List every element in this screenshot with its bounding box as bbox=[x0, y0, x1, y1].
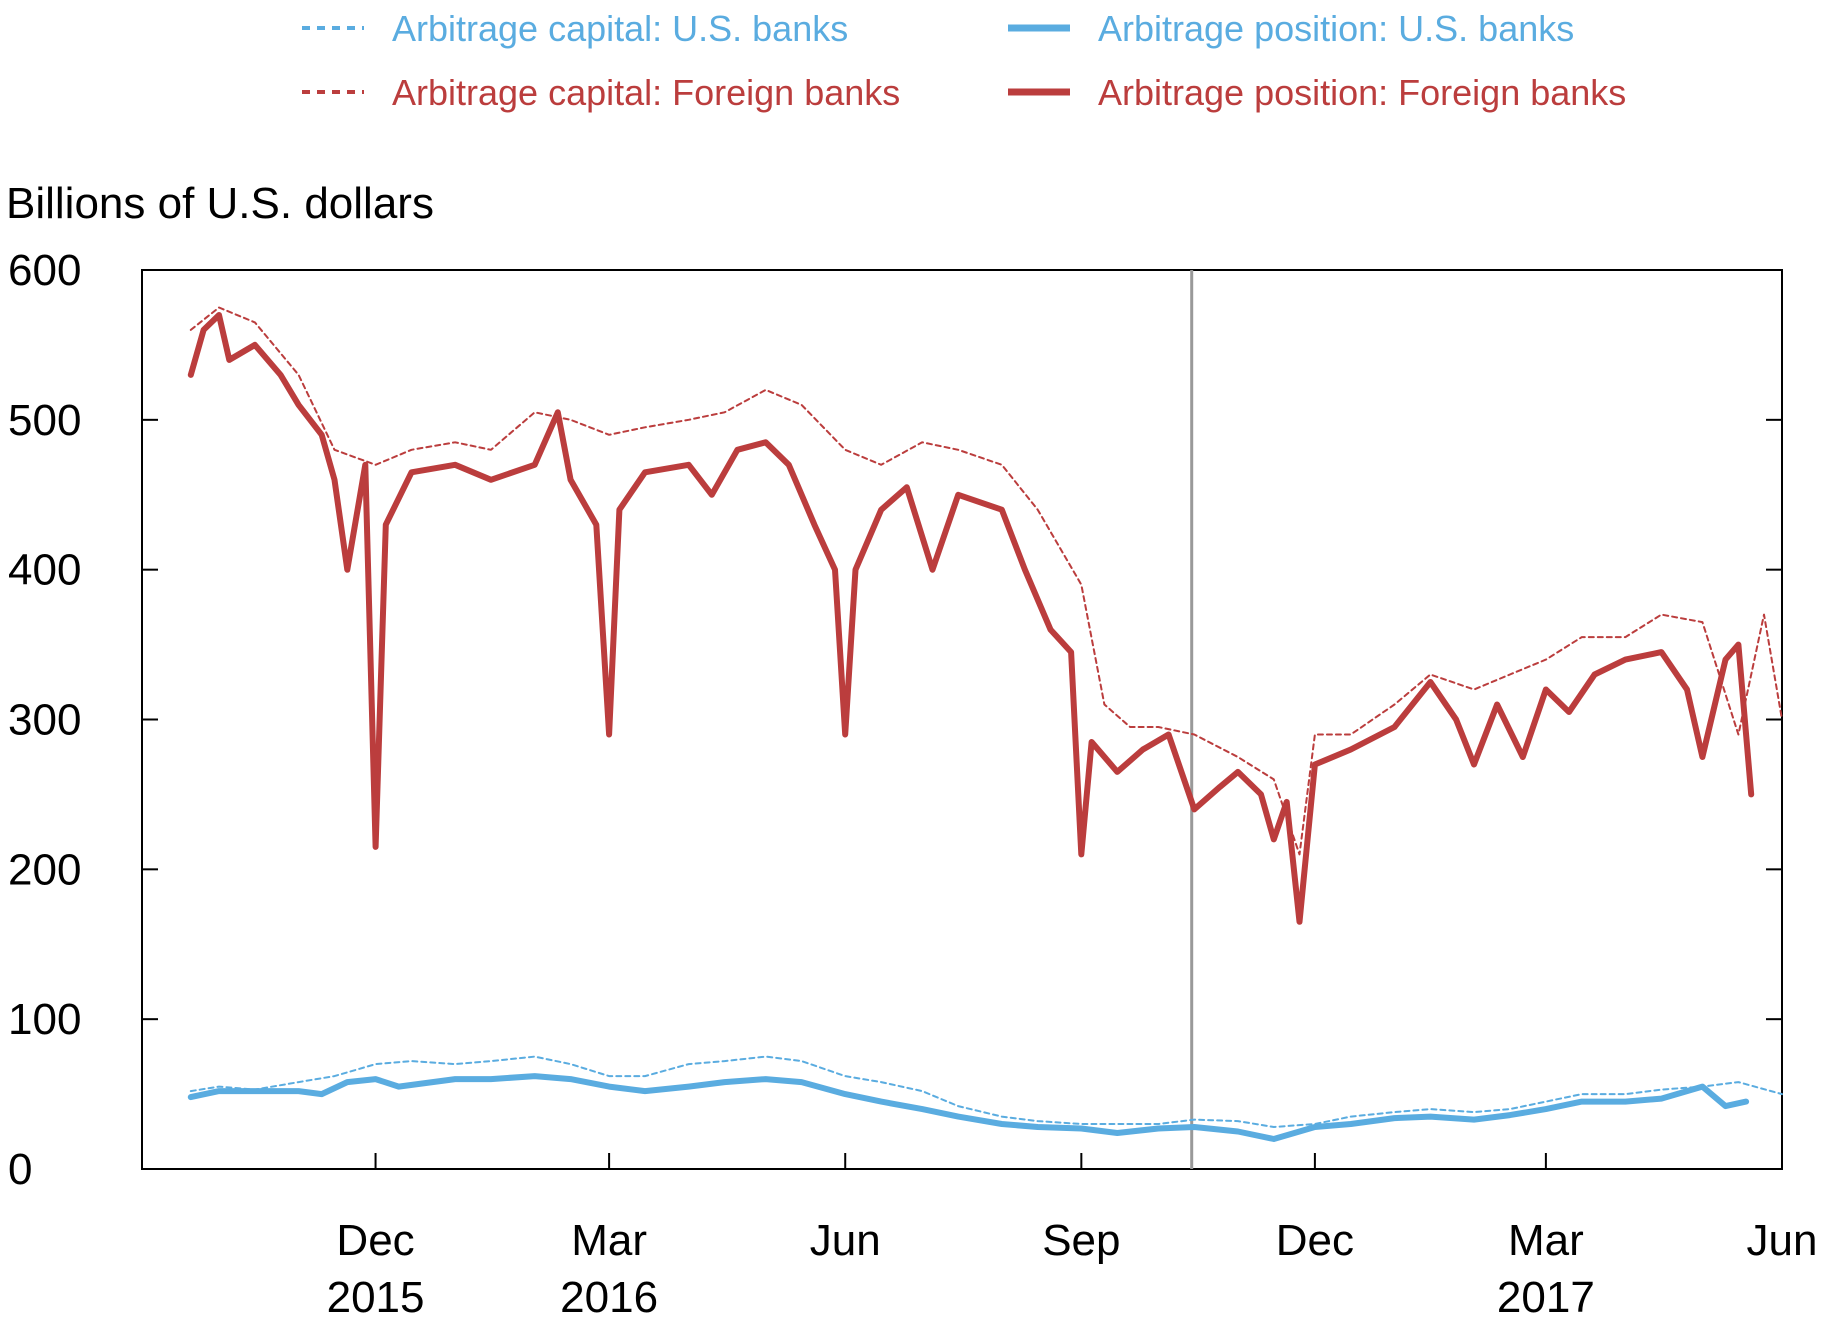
x-tick-label: Sep bbox=[1042, 1216, 1120, 1265]
y-axis-title: Billions of U.S. dollars bbox=[6, 179, 434, 228]
y-tick-label: 100 bbox=[8, 995, 81, 1044]
x-tick-year-label: 2016 bbox=[560, 1273, 658, 1317]
legend-label: Arbitrage capital: U.S. banks bbox=[392, 8, 848, 49]
series-line-1 bbox=[187, 1073, 1750, 1142]
y-tick-label: 500 bbox=[8, 396, 81, 445]
legend-label: Arbitrage position: U.S. banks bbox=[1098, 8, 1574, 49]
y-tick-label: 300 bbox=[8, 696, 81, 745]
x-tick-label: Mar bbox=[571, 1216, 647, 1265]
x-tick-year-label: 2017 bbox=[1497, 1273, 1595, 1317]
x-tick-label: Mar bbox=[1508, 1216, 1584, 1265]
x-tick-label: Jun bbox=[810, 1216, 881, 1265]
legend-label: Arbitrage position: Foreign banks bbox=[1098, 72, 1626, 113]
x-tick-label: Dec bbox=[336, 1216, 414, 1265]
series-line-2 bbox=[189, 306, 1783, 856]
legend: Arbitrage capital: U.S. banks Arbitrage p… bbox=[302, 8, 1626, 113]
series-line-3 bbox=[187, 312, 1755, 925]
x-tick-label: Jun bbox=[1747, 1216, 1818, 1265]
x-tick-label: Dec bbox=[1276, 1216, 1354, 1265]
legend-label: Arbitrage capital: Foreign banks bbox=[392, 72, 900, 113]
y-tick-label: 200 bbox=[8, 845, 81, 894]
y-tick-label: 0 bbox=[8, 1145, 32, 1194]
x-tick-year-label: 2015 bbox=[327, 1273, 425, 1317]
axis-ticks: 0 100 200 300 400 500 600 Dec 2015 Mar 2016 Jun Sep D… bbox=[8, 246, 1817, 1317]
y-tick-label: 600 bbox=[8, 246, 81, 295]
y-tick-label: 400 bbox=[8, 546, 81, 595]
series-line-0 bbox=[189, 1055, 1783, 1128]
series-group bbox=[187, 306, 1783, 1142]
